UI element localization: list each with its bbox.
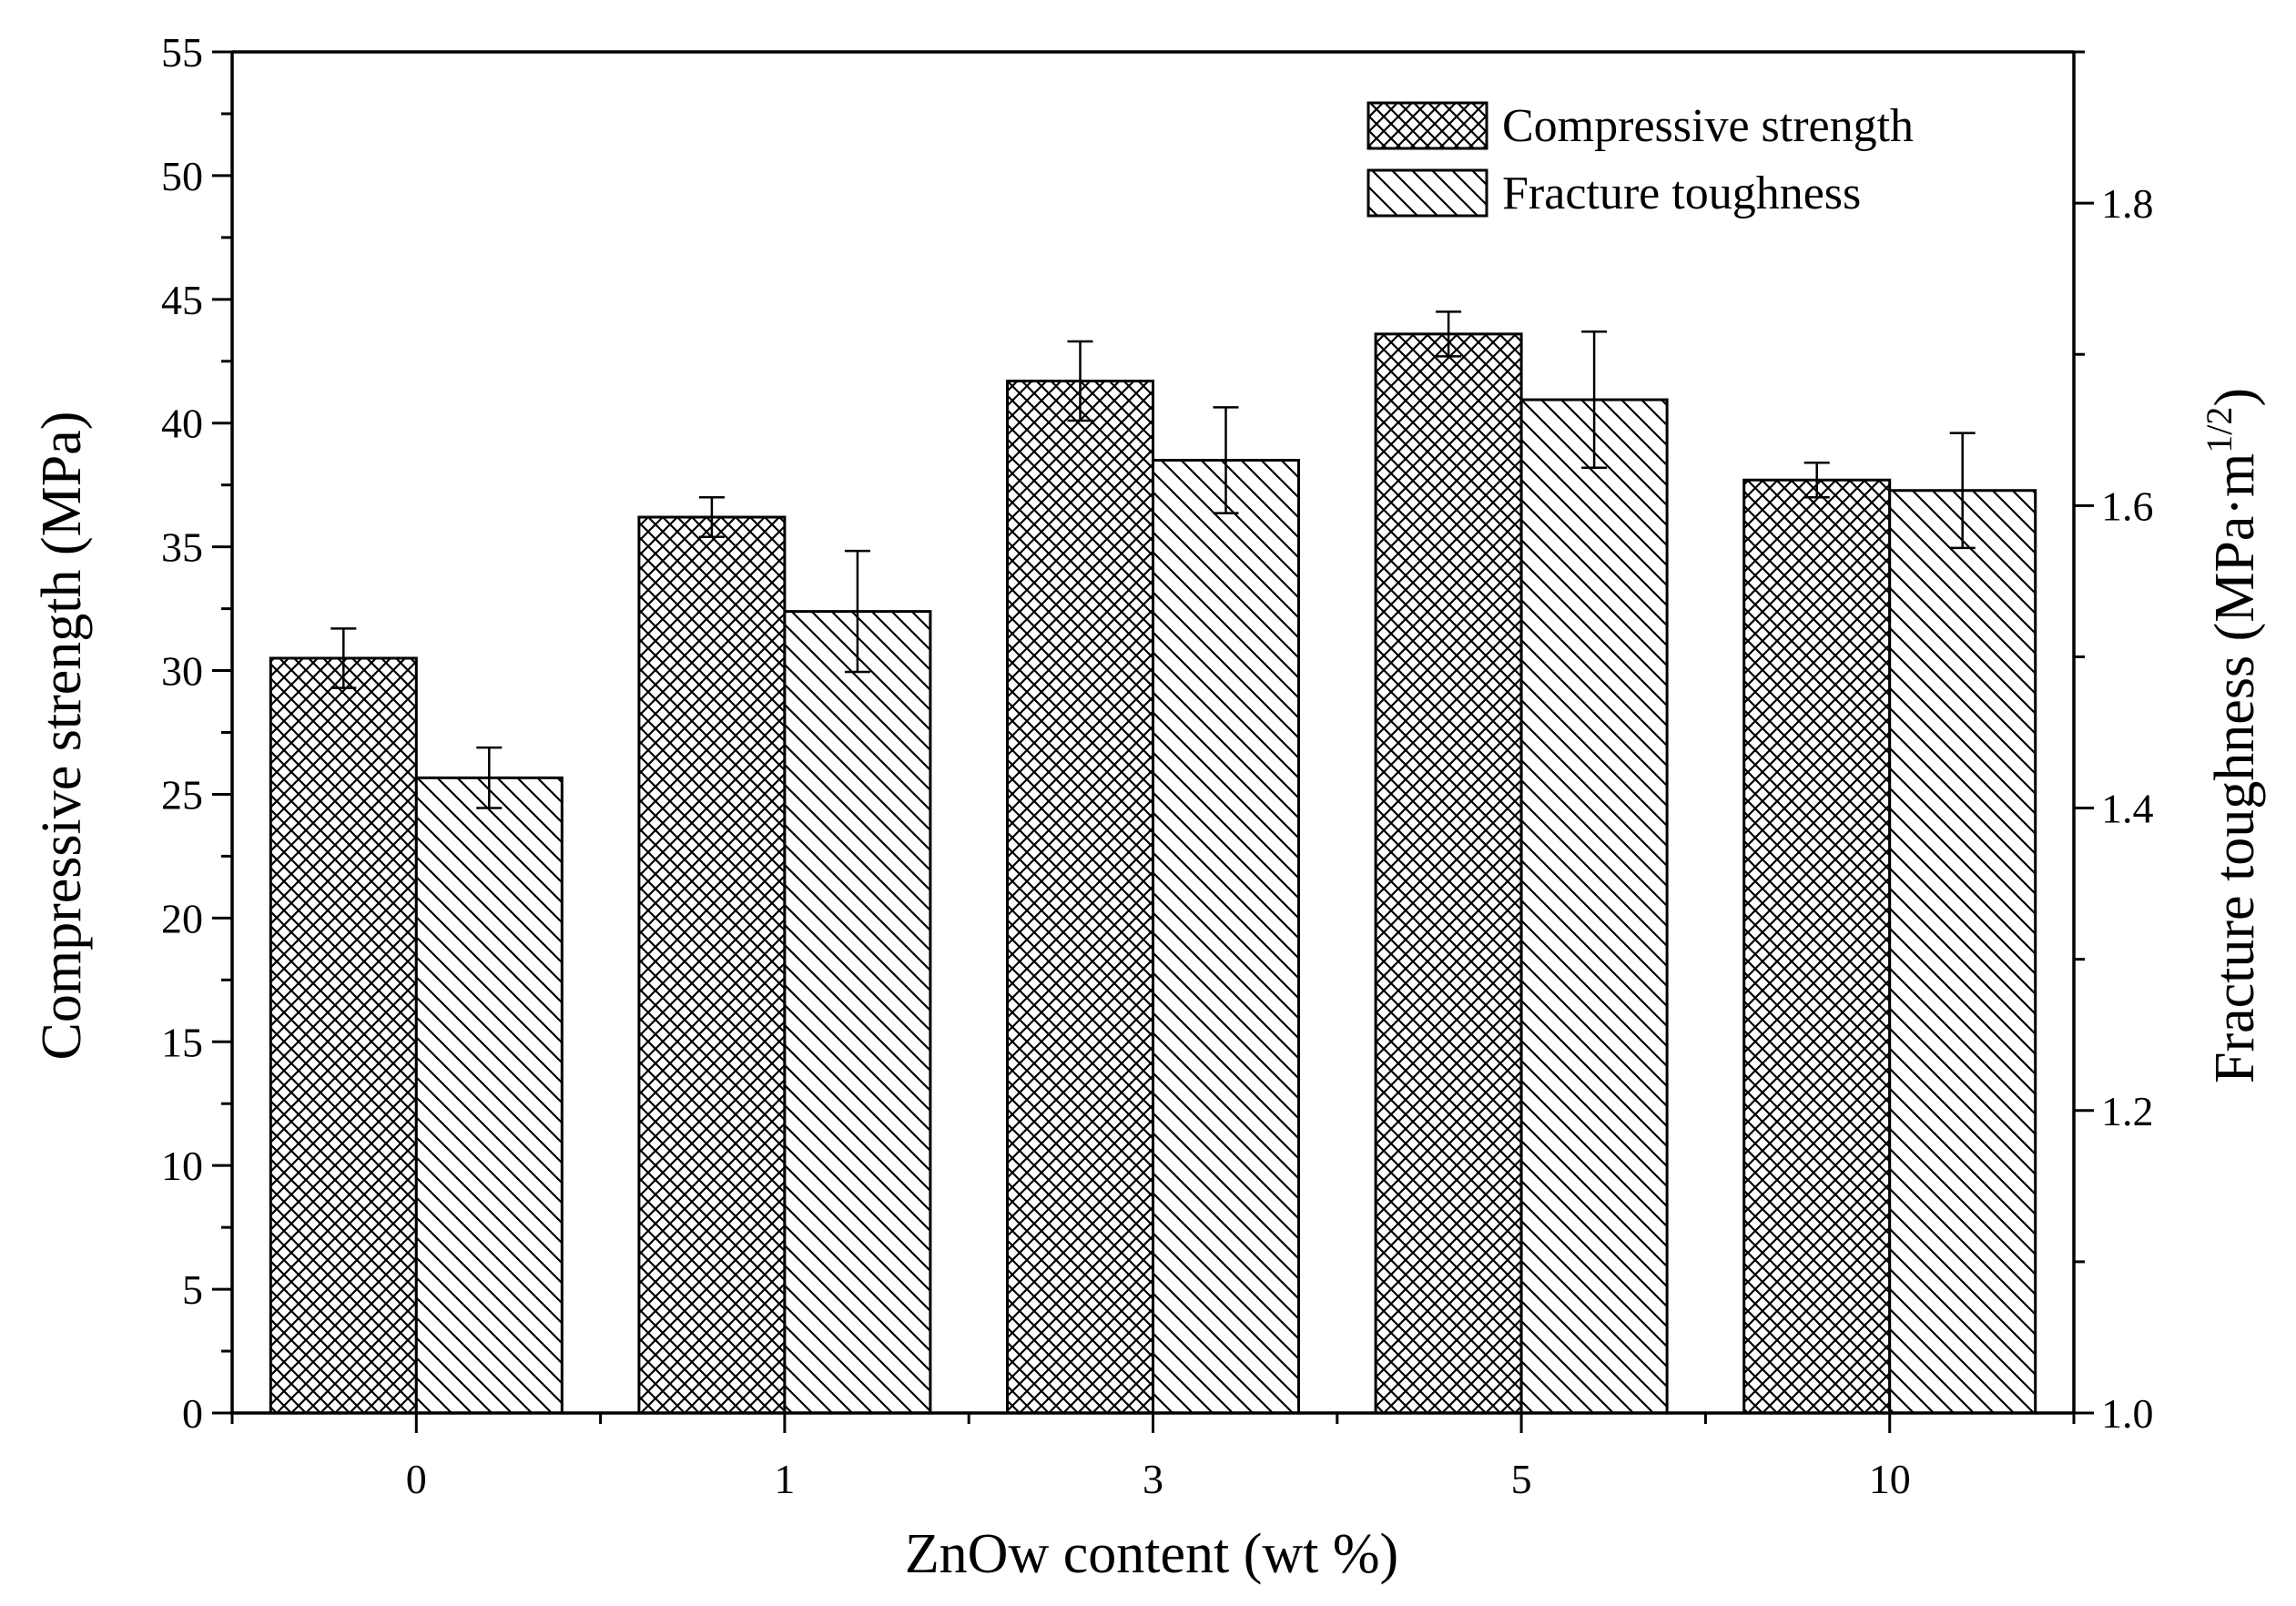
bar-diagonal-1 <box>783 610 932 1415</box>
bar-crosshatch-1 <box>637 515 787 1415</box>
y-tick-label-left: 15 <box>161 1019 203 1065</box>
y-tick-label-left: 40 <box>161 401 203 447</box>
legend-label-compressive-strength: Compressive strength <box>1502 100 1914 152</box>
y-tick-label-right: 1.6 <box>2101 483 2154 529</box>
x-tick-label: 0 <box>406 1456 427 1502</box>
x-tick-label: 5 <box>1511 1456 1532 1502</box>
bar-diagonal-3 <box>1152 459 1300 1415</box>
y-tick-label-left: 25 <box>161 771 203 818</box>
y-tick-label-left: 20 <box>161 895 203 941</box>
x-tick-label: 3 <box>1143 1456 1163 1502</box>
y-tick-label-left: 5 <box>182 1266 203 1313</box>
bar-crosshatch-3 <box>1006 380 1154 1415</box>
y-tick-label-right: 1.2 <box>2101 1088 2154 1134</box>
bar-crosshatch-5 <box>1374 332 1523 1415</box>
bar-crosshatch-0 <box>269 656 418 1415</box>
y-axis-title-right-main: Fracture toughness (MPa·m <box>2204 453 2266 1083</box>
y-tick-label-left: 0 <box>182 1390 203 1437</box>
y-tick-label-left: 35 <box>161 524 203 571</box>
y-tick-label-right: 1.8 <box>2101 180 2154 227</box>
y-tick-label-left: 30 <box>161 648 203 695</box>
y-tick-label-right: 1.0 <box>2101 1390 2154 1437</box>
x-axis-title: ZnOw content (wt %) <box>905 1523 1398 1585</box>
x-tick-label: 10 <box>1869 1456 1911 1502</box>
bar-diagonal-0 <box>414 776 564 1415</box>
y-axis-title-right-close: ) <box>2204 388 2266 407</box>
y-tick-label-left: 10 <box>161 1143 203 1189</box>
y-axis-title-right: Fracture toughness (MPa·m1/2) <box>2199 388 2266 1083</box>
legend-label-fracture-toughness: Fracture toughness <box>1502 168 1861 219</box>
y-tick-label-left: 50 <box>161 153 203 199</box>
y-tick-label-left: 45 <box>161 277 203 323</box>
bar-diagonal-10 <box>1888 489 2037 1415</box>
y-axis-title-left: Compressive strength (MPa) <box>31 412 93 1061</box>
y-tick-label-left: 55 <box>161 29 203 76</box>
legend: Compressive strength Fracture toughness <box>1366 100 1914 219</box>
bar-diagonal-5 <box>1519 398 1669 1415</box>
legend-swatch-diagonal <box>1366 168 1488 218</box>
bar-crosshatch-10 <box>1742 478 1892 1415</box>
y-tick-label-right: 1.4 <box>2101 786 2154 832</box>
x-tick-label: 1 <box>774 1456 795 1502</box>
legend-entry-compressive-strength: Compressive strength <box>1366 100 1914 152</box>
legend-swatch-crosshatch <box>1366 101 1488 150</box>
y-axis-title-right-sup: 1/2 <box>2199 407 2240 453</box>
legend-entry-fracture-toughness: Fracture toughness <box>1366 168 1861 219</box>
